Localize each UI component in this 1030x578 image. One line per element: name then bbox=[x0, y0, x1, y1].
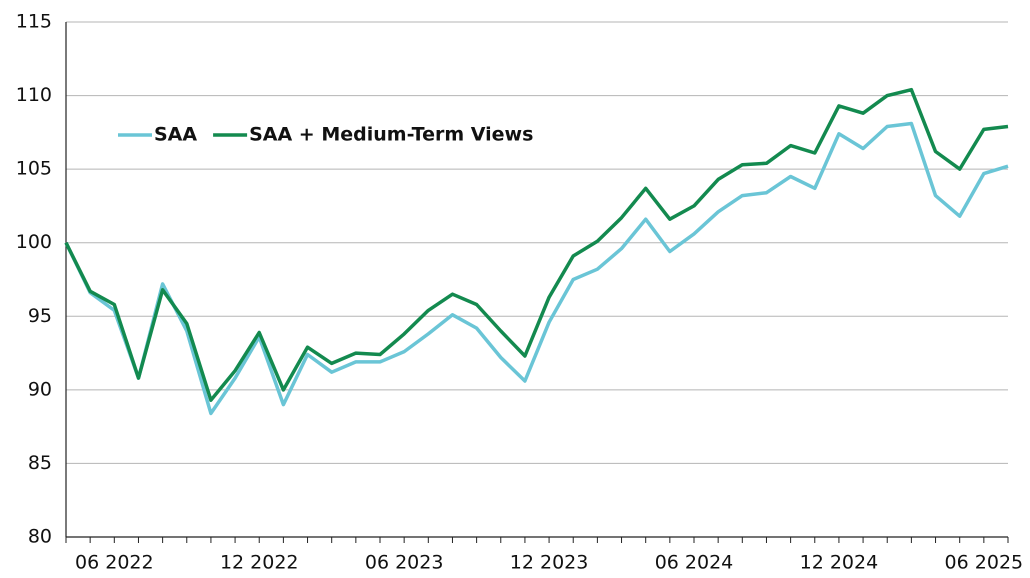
legend: SAA SAA + Medium-Term Views bbox=[118, 124, 533, 146]
x-tick-label: 06 2024 bbox=[655, 552, 734, 574]
y-tick-label: 110 bbox=[16, 84, 52, 106]
y-tick-label: 115 bbox=[16, 11, 52, 33]
y-tick-label: 80 bbox=[28, 526, 52, 548]
y-tick-label: 85 bbox=[28, 452, 52, 474]
x-tick-label: 12 2022 bbox=[220, 552, 299, 574]
x-tick-label: 06 2023 bbox=[365, 552, 444, 574]
y-tick-label: 95 bbox=[28, 305, 52, 327]
x-tick-label: 12 2024 bbox=[800, 552, 879, 574]
series-line bbox=[64, 87, 1009, 402]
legend-label: SAA + Medium-Term Views bbox=[249, 124, 533, 146]
y-tick-label: 100 bbox=[16, 231, 52, 253]
series-line bbox=[64, 121, 1009, 416]
x-tick-label: 06 2022 bbox=[75, 552, 154, 574]
x-tick-label: 12 2023 bbox=[510, 552, 589, 574]
legend-label: SAA bbox=[154, 124, 197, 146]
y-tick-label: 90 bbox=[28, 378, 52, 400]
y-tick-label: 105 bbox=[16, 158, 52, 180]
x-tick-label: 06 2025 bbox=[945, 552, 1024, 574]
